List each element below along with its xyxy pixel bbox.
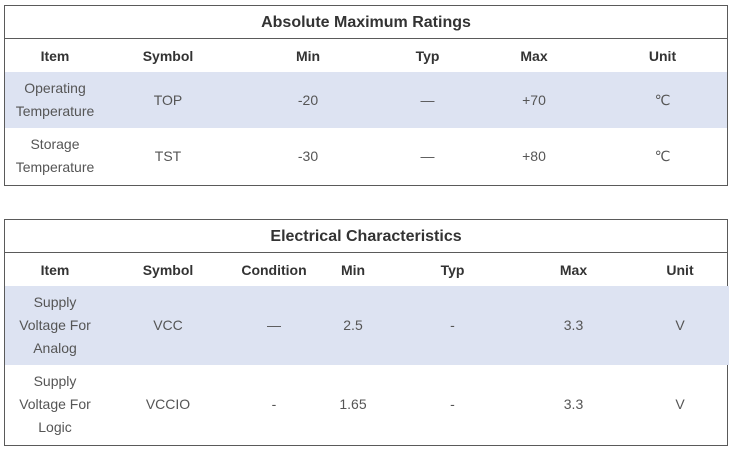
cell-typ: — [420, 147, 435, 164]
cell-unit: ℃ [654, 147, 671, 164]
cell-min: -20 [231, 72, 385, 128]
col-header-item: Item [40, 261, 70, 278]
cell-max: +80 [522, 147, 546, 164]
col-header-max: Max [559, 261, 588, 278]
cell-unit: V [675, 396, 685, 412]
absolute-maximum-ratings-table: Absolute Maximum Ratings Item Symbol Min… [4, 5, 728, 186]
cell-symbol: VCC [105, 286, 231, 365]
cell-min: -30 [297, 147, 319, 164]
table-title: Absolute Maximum Ratings [5, 6, 727, 39]
table-row: Storage Temperature TST -30 — +80 ℃ [5, 128, 727, 184]
col-header-symbol: Symbol [142, 261, 194, 278]
col-header-min: Min [340, 261, 366, 278]
cell-typ: - [389, 286, 516, 365]
col-header-max: Max [520, 47, 548, 64]
cell-unit: ℃ [598, 72, 727, 128]
col-header-typ: Typ [440, 261, 465, 278]
cell-max: 3.3 [563, 396, 584, 412]
header-row: Item Symbol Min Typ Max Unit [5, 39, 727, 72]
cell-min: 2.5 [317, 286, 389, 365]
cell-item: Supply Voltage For Logic [19, 373, 91, 435]
cell-item: Storage Temperature [15, 136, 95, 175]
col-header-unit: Unit [648, 47, 677, 64]
col-header-min: Min [295, 47, 321, 64]
cell-item: Operating Temperature [5, 72, 105, 128]
cell-item: Supply Voltage For Analog [5, 286, 105, 365]
cell-symbol: VCCIO [145, 396, 191, 412]
col-header-unit: Unit [666, 261, 694, 278]
characteristics-grid: Item Symbol Condition Min Typ Max Unit S… [5, 253, 729, 444]
table-row: Supply Voltage For Analog VCC — 2.5 - 3.3 … [5, 286, 729, 365]
cell-symbol: TOP [105, 72, 231, 128]
ratings-grid: Item Symbol Min Typ Max Unit Operating Te… [5, 39, 727, 184]
table-row: Operating Temperature TOP -20 — +70 ℃ [5, 72, 727, 128]
cell-min: 1.65 [339, 396, 367, 412]
col-header-condition: Condition [241, 261, 307, 278]
col-header-typ: Typ [415, 47, 440, 64]
col-header-item: Item [40, 47, 70, 64]
cell-unit: V [631, 286, 729, 365]
electrical-characteristics-table: Electrical Characteristics Item Symbol C… [4, 219, 729, 446]
cell-typ: - [450, 396, 455, 412]
cell-typ: — [385, 72, 470, 128]
cell-max: 3.3 [516, 286, 631, 365]
cell-symbol: TST [154, 147, 182, 164]
table-row: Supply Voltage For Logic VCCIO - 1.65 - 3.… [5, 365, 729, 444]
cell-max: +70 [470, 72, 598, 128]
cell-condition: — [231, 286, 317, 365]
table-title: Electrical Characteristics [5, 220, 727, 253]
cell-condition: - [271, 396, 277, 412]
col-header-symbol: Symbol [142, 47, 194, 64]
header-row: Item Symbol Condition Min Typ Max Unit [5, 253, 729, 286]
